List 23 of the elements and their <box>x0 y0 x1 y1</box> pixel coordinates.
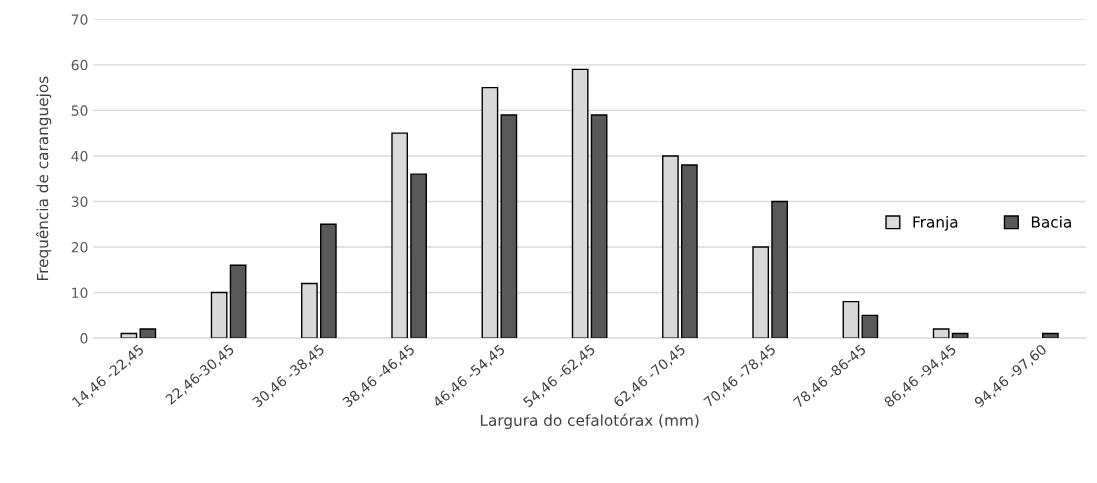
bar <box>139 328 157 339</box>
bar <box>1042 332 1059 339</box>
y-tick-label: 30 <box>71 196 88 207</box>
legend-label: Bacia <box>1031 215 1071 228</box>
bar <box>681 164 698 339</box>
y-tick-label: 0 <box>80 333 88 344</box>
bar <box>590 114 608 339</box>
y-tick-label: 50 <box>71 105 88 116</box>
bar <box>861 314 879 339</box>
y-tick-label: 20 <box>71 241 88 253</box>
y-tick-label: 40 <box>71 150 88 162</box>
y-tick-label: 70 <box>71 14 88 25</box>
bar <box>500 114 518 339</box>
bar <box>951 332 969 339</box>
y-axis-title: Frequência de caranguejos <box>35 76 52 281</box>
x-axis-title: Largura do cefalotórax (mm) <box>480 413 699 429</box>
y-tick-label: 60 <box>71 59 88 71</box>
bar <box>771 200 788 339</box>
legend-label: Franja <box>913 215 958 231</box>
y-tick-label: 10 <box>72 287 88 299</box>
bar <box>410 173 427 339</box>
bar <box>229 264 247 339</box>
bar <box>319 223 337 339</box>
